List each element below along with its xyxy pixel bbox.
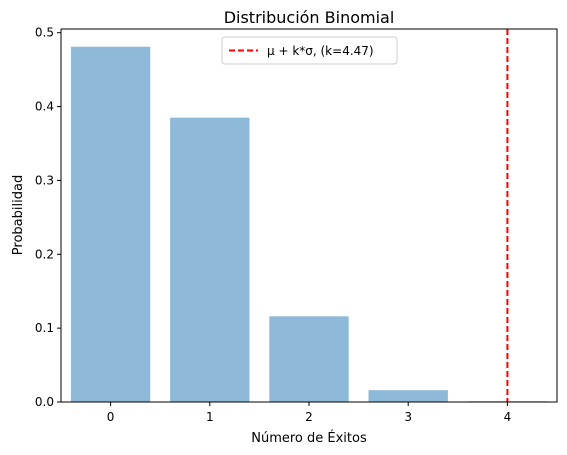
y-axis-label: Probabilidad xyxy=(11,175,26,255)
x-tick-label: 4 xyxy=(504,410,512,424)
legend-box xyxy=(221,36,398,65)
y-tick-label: 0.4 xyxy=(35,100,54,114)
y-axis-ticks: 0.0 0.1 0.2 0.3 0.4 0.5 xyxy=(35,26,61,409)
x-tick-label: 2 xyxy=(305,410,313,424)
y-tick-label: 0.5 xyxy=(35,26,54,40)
bar-1 xyxy=(170,117,250,402)
chart-title: Distribución Binomial xyxy=(224,8,395,27)
y-tick-label: 0.3 xyxy=(35,173,54,187)
x-tick-label: 1 xyxy=(206,410,214,424)
x-axis-label: Número de Éxitos xyxy=(251,430,367,446)
legend: μ + k*σ, (k=4.47) xyxy=(221,36,398,65)
bar-2 xyxy=(269,316,349,402)
bar-0 xyxy=(70,46,151,402)
y-tick-label: 0.0 xyxy=(35,395,54,409)
legend-label: μ + k*σ, (k=4.47) xyxy=(267,44,374,58)
x-tick-label: 0 xyxy=(107,410,115,424)
bar-3 xyxy=(368,390,448,402)
x-tick-label: 3 xyxy=(404,410,412,424)
y-tick-label: 0.2 xyxy=(35,247,54,261)
y-tick-label: 0.1 xyxy=(35,321,54,335)
x-axis-ticks: 0 1 2 3 4 xyxy=(107,402,511,424)
